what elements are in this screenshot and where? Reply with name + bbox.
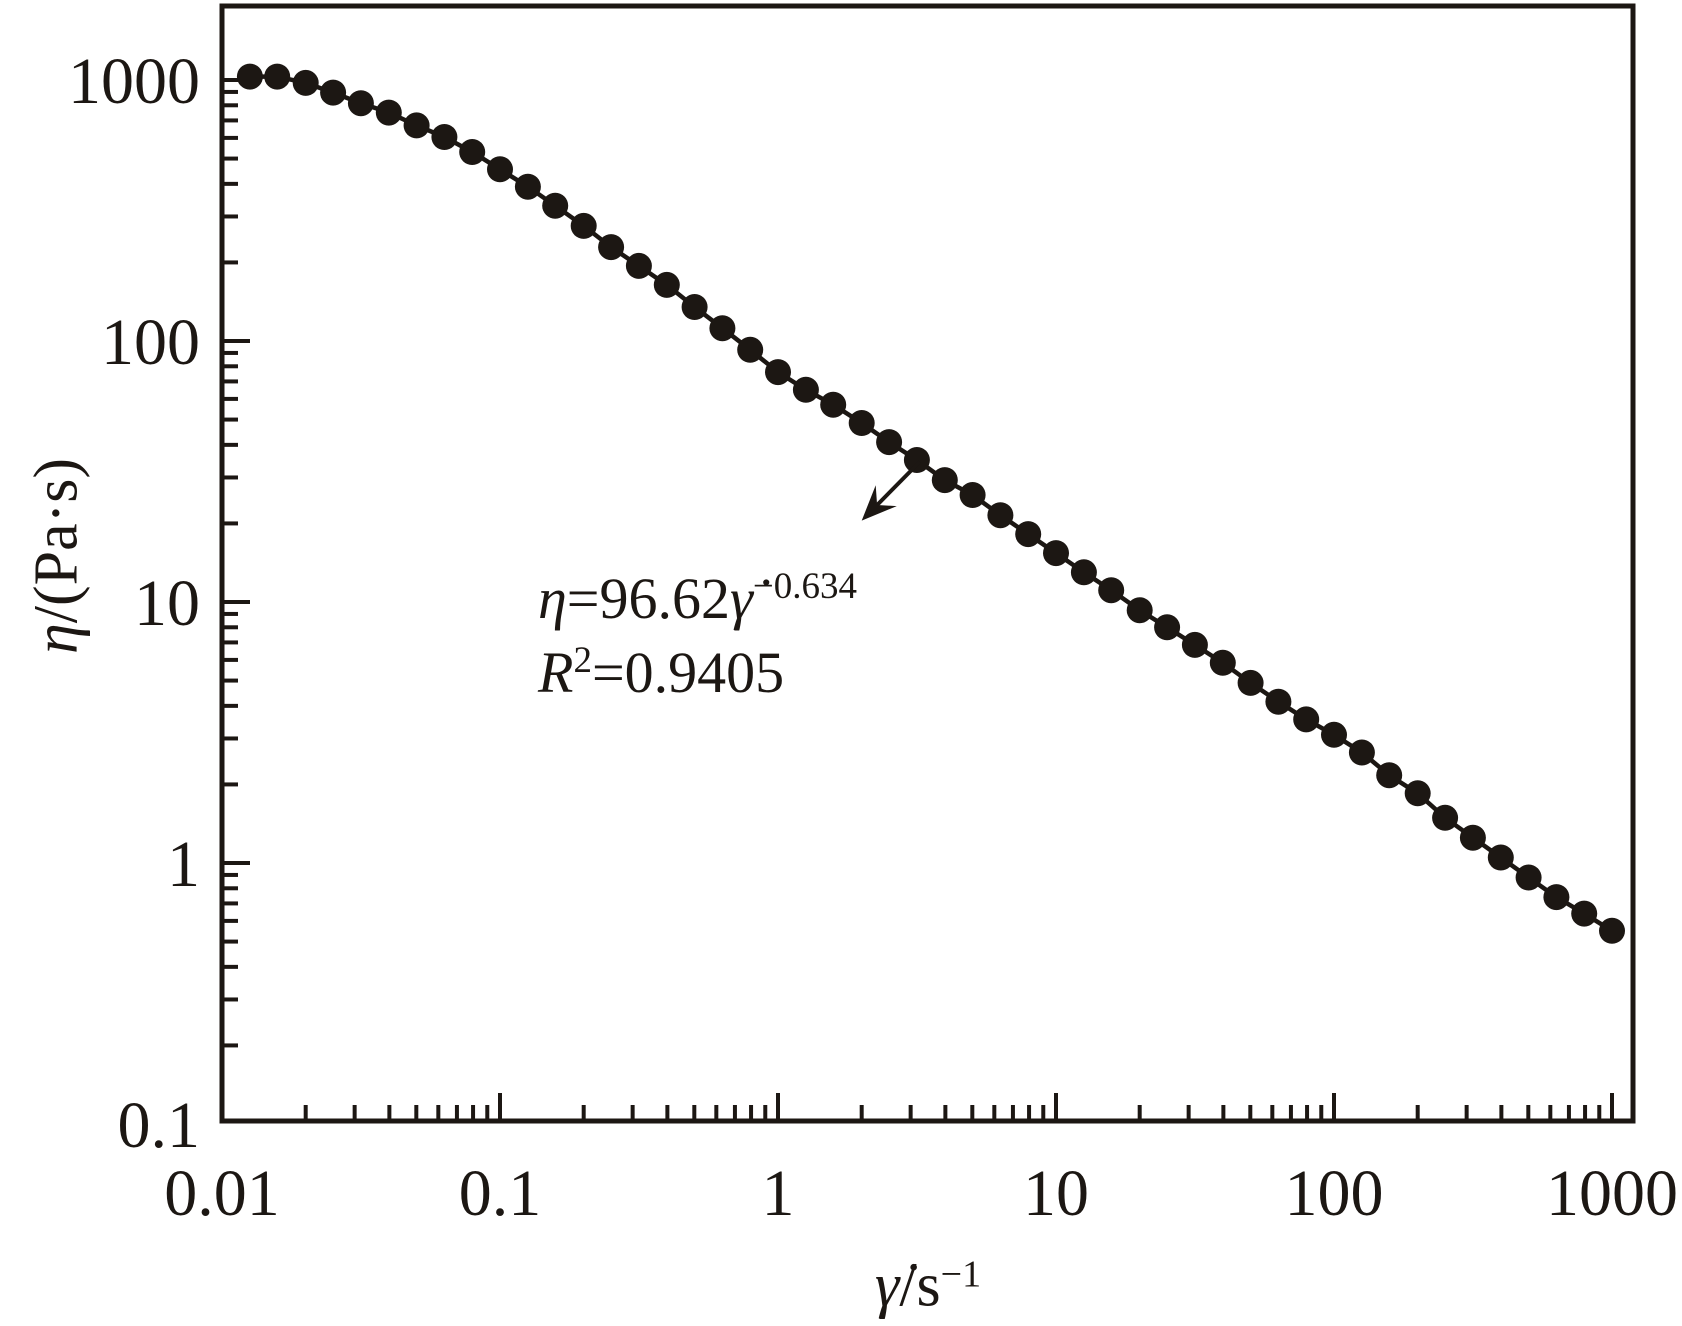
fit-annotation: η=96.62γ̇−0.634 R2=0.9405 (538, 562, 857, 710)
x-axis-units: /s (899, 1251, 941, 1320)
y-tick-label: 0.1 (118, 1089, 201, 1162)
plot-frame (219, 3, 1636, 1124)
data-point (598, 234, 625, 261)
data-point (1293, 706, 1320, 733)
data-point (236, 63, 263, 90)
fit-coefficient: =96.62 (566, 566, 730, 631)
y-axis-units: /(Pa·s) (22, 457, 91, 624)
data-point (681, 294, 708, 320)
data-point (1432, 804, 1459, 831)
data-point (1571, 900, 1598, 927)
data-point (292, 69, 319, 96)
data-point (820, 391, 847, 418)
data-point (1459, 824, 1486, 851)
data-point (931, 467, 958, 494)
x-tick-label: 1 (762, 1157, 795, 1230)
data-point (1154, 614, 1181, 641)
data-point (792, 376, 819, 403)
eta-symbol: η (538, 566, 567, 631)
data-point (1098, 577, 1125, 604)
data-point (1348, 739, 1375, 766)
x-tick-label: 100 (1285, 1157, 1384, 1230)
data-point (1126, 597, 1153, 624)
data-point (1321, 721, 1347, 748)
data-point (375, 99, 402, 126)
y-axis-eta: η (22, 623, 91, 655)
x-axis-gamma-dot: γ̇ (874, 1251, 900, 1320)
data-point (1181, 631, 1208, 658)
annotation-arrow-shaft (875, 460, 922, 507)
data-point (903, 447, 930, 473)
annotation-arrow-head (861, 485, 897, 521)
r-squared-rest: =0.9405 (591, 640, 785, 705)
series-line (249, 74, 1614, 933)
data-point (1515, 864, 1542, 891)
data-point (765, 359, 791, 386)
data-point (542, 192, 569, 219)
data-point (320, 79, 347, 106)
data-point (1376, 762, 1403, 789)
data-point (487, 156, 513, 183)
data-point (737, 336, 764, 363)
x-axis-title: γ̇/s−1 (875, 1251, 981, 1322)
data-point (876, 429, 903, 456)
data-point (653, 271, 680, 298)
x-tick-label: 0.1 (459, 1157, 542, 1230)
data-point (959, 482, 986, 508)
data-point (403, 112, 430, 139)
data-point (1043, 540, 1069, 567)
y-tick-label: 1 (167, 828, 200, 901)
data-point (987, 502, 1014, 529)
data-point (1070, 559, 1097, 586)
data-point (848, 410, 875, 436)
r-squared-sup: 2 (573, 639, 592, 681)
data-point (625, 252, 652, 279)
data-point (347, 90, 374, 117)
x-axis-units-sup: −1 (940, 1253, 982, 1296)
x-tick-label: 10 (1023, 1157, 1089, 1230)
y-tick-label: 10 (134, 567, 200, 640)
data-point (1543, 884, 1570, 911)
data-point (1237, 669, 1264, 696)
gamma-dot-symbol: γ̇ (730, 566, 753, 631)
y-tick-label: 1000 (68, 45, 200, 118)
data-point (1209, 649, 1236, 676)
data-point (459, 139, 486, 165)
r-symbol: R (538, 640, 574, 705)
data-point (1599, 917, 1625, 944)
data-point (514, 173, 541, 200)
data-point (431, 124, 458, 150)
data-point (570, 212, 597, 239)
fit-exponent: −0.634 (752, 565, 857, 607)
r-squared-value: R2=0.9405 (538, 636, 857, 710)
x-tick-label: 1000 (1546, 1157, 1678, 1230)
y-tick-label: 100 (101, 306, 200, 379)
y-axis-title: η/(Pa·s) (22, 458, 93, 654)
fit-equation: η=96.62γ̇−0.634 (538, 562, 857, 636)
x-tick-label: 0.01 (164, 1157, 280, 1230)
data-point (1265, 688, 1292, 715)
data-point (709, 315, 736, 342)
data-point (1015, 521, 1042, 548)
data-point (264, 63, 291, 90)
data-point (1487, 844, 1514, 871)
data-point (1404, 780, 1431, 807)
